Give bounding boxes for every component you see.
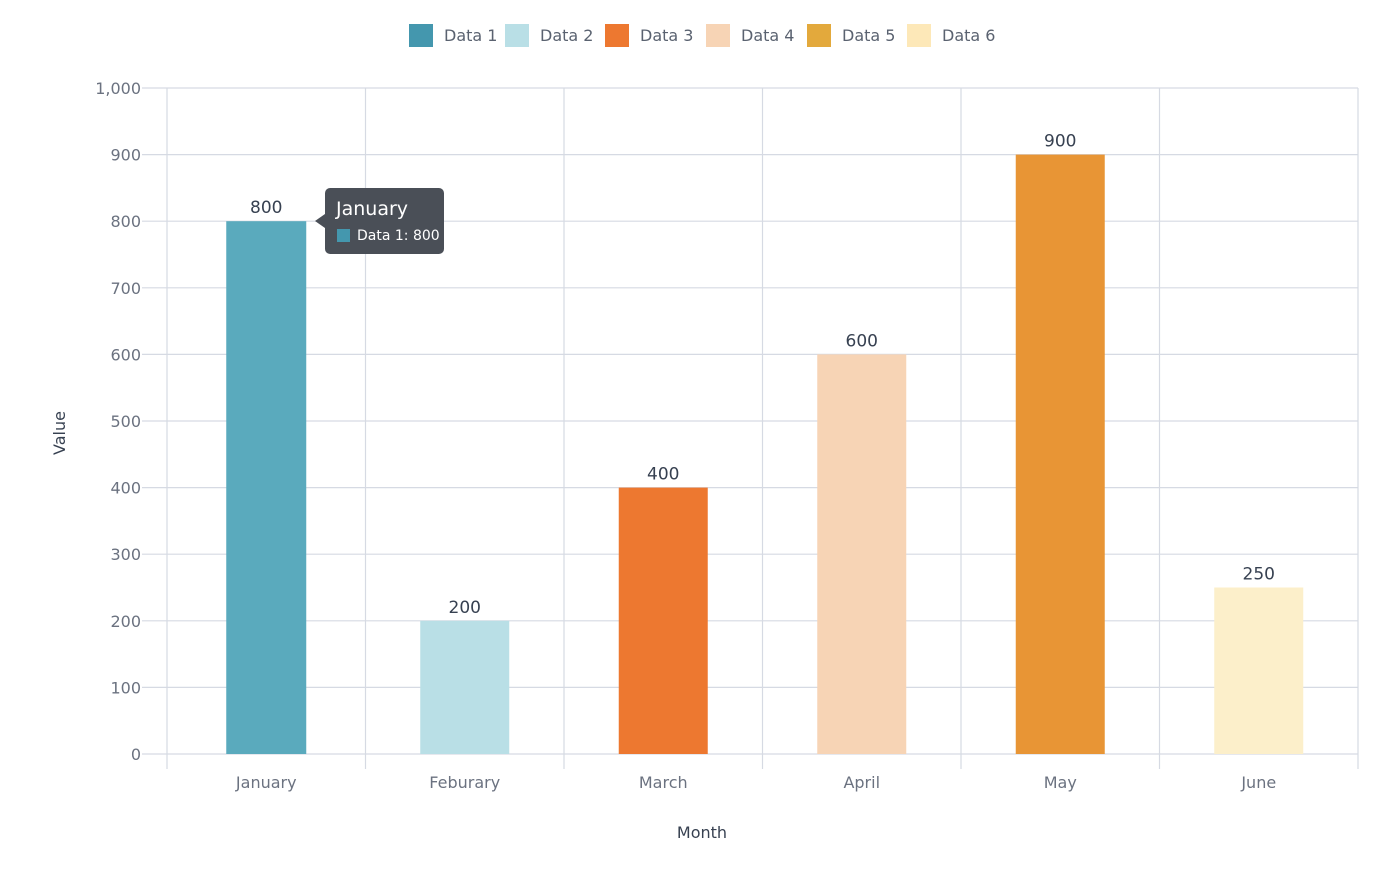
legend-label: Data 2	[540, 26, 593, 45]
axis-ticks: 0 100 200 300 400 500 600 700 800 900 1,000 January…	[95, 79, 1276, 792]
bar-value-label: 900	[1044, 132, 1076, 152]
legend-swatch	[706, 24, 730, 47]
tooltip-item-label: Data 1: 800	[357, 228, 440, 244]
x-tick-label: March	[639, 773, 688, 792]
y-tick-label: 1,000	[95, 79, 141, 98]
legend-label: Data 1	[444, 26, 497, 45]
legend-item-data-4[interactable]: Data 4	[706, 24, 794, 47]
bar-value-label: 800	[250, 198, 282, 218]
tooltip-pointer	[315, 214, 325, 228]
bar-value-label: 250	[1243, 565, 1275, 585]
legend-label: Data 3	[640, 26, 693, 45]
y-tick-label: 300	[110, 545, 141, 564]
legend-swatch	[907, 24, 931, 47]
y-tick-label: 500	[110, 412, 141, 431]
bar-data-6[interactable]	[1214, 587, 1304, 755]
x-tick-label: June	[1240, 773, 1276, 792]
x-tick-label: Feburary	[429, 773, 500, 792]
bar-data-5[interactable]	[1015, 154, 1105, 755]
y-tick-label: 400	[110, 479, 141, 498]
bar-data-1[interactable]	[226, 221, 307, 754]
y-tick-label: 0	[131, 745, 141, 764]
x-tick-label: April	[843, 773, 880, 792]
tooltip-title: January	[335, 198, 408, 220]
y-tick-label: 900	[110, 146, 141, 165]
y-tick-label: 600	[110, 345, 141, 364]
bar-value-label: 600	[846, 331, 878, 351]
bar-data-4[interactable]	[817, 354, 907, 754]
y-tick-label: 100	[110, 678, 141, 697]
legend-swatch	[605, 24, 629, 47]
legend: Data 1 Data 2 Data 3 Data 4 Data 5 Data 6	[409, 24, 995, 47]
y-tick-label: 200	[110, 612, 141, 631]
y-tick-label: 700	[110, 279, 141, 298]
legend-item-data-1[interactable]: Data 1	[409, 24, 497, 47]
legend-item-data-2[interactable]: Data 2	[505, 24, 593, 47]
legend-label: Data 6	[942, 26, 995, 45]
grid	[142, 87, 1359, 769]
legend-item-data-3[interactable]: Data 3	[605, 24, 693, 47]
x-tick-label: May	[1044, 773, 1077, 792]
legend-swatch	[807, 24, 831, 47]
data-labels: 800 200 400 600 900 250	[250, 132, 1275, 618]
tooltip: January Data 1: 800	[315, 188, 444, 254]
x-axis-title: Month	[677, 823, 727, 842]
bar-data-2[interactable]	[420, 620, 510, 754]
legend-swatch	[409, 24, 433, 47]
legend-label: Data 4	[741, 26, 794, 45]
legend-item-data-5[interactable]: Data 5	[807, 24, 895, 47]
x-tick-label: January	[235, 773, 297, 792]
legend-item-data-6[interactable]: Data 6	[907, 24, 995, 47]
legend-swatch	[505, 24, 529, 47]
y-tick-label: 800	[110, 212, 141, 231]
bar-value-label: 400	[647, 465, 679, 485]
bar-data-3[interactable]	[618, 487, 708, 754]
bars	[226, 154, 1304, 755]
tooltip-box	[325, 188, 444, 254]
bar-value-label: 200	[449, 598, 481, 618]
legend-label: Data 5	[842, 26, 895, 45]
tooltip-swatch	[337, 229, 350, 242]
y-axis-title: Value	[50, 411, 69, 455]
